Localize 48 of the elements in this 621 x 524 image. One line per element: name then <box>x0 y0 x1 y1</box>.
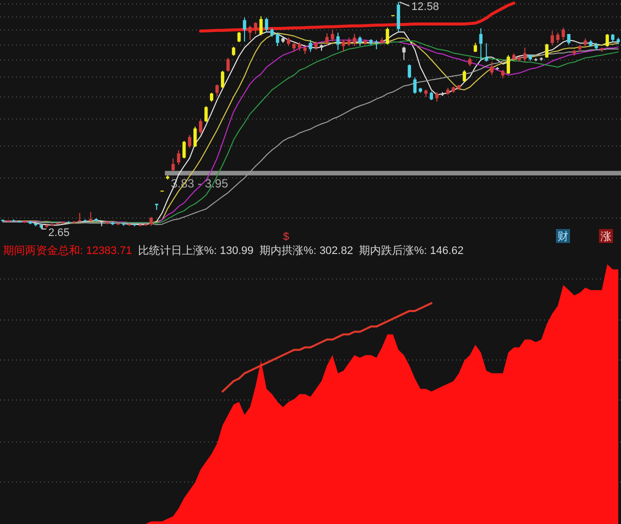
text: 期内拱涨%: 302.82 <box>260 244 354 257</box>
candlestick <box>226 57 230 72</box>
text: 涨 <box>600 231 612 243</box>
candlestick <box>462 70 466 82</box>
candlestick <box>193 126 197 148</box>
candlestick <box>402 46 406 60</box>
candlestick <box>220 70 224 89</box>
candlestick <box>550 30 554 46</box>
candlestick <box>188 134 192 148</box>
candlestick <box>342 39 346 52</box>
candlestick <box>545 43 548 58</box>
candlestick <box>182 140 186 159</box>
candlestick <box>276 32 280 47</box>
text: $ <box>282 231 290 243</box>
candlestick <box>506 54 510 74</box>
candlestick <box>232 46 236 56</box>
candlestick <box>556 32 560 44</box>
text: 期间两资金总和: 12383.71 <box>3 244 132 257</box>
candlestick <box>242 17 246 42</box>
candlestick <box>413 76 417 94</box>
candlestick <box>352 34 356 47</box>
candlestick <box>435 92 439 102</box>
candlestick <box>567 34 570 45</box>
candlestick <box>176 150 180 166</box>
annotation: 2.65 <box>48 226 70 239</box>
candlestick <box>171 158 175 172</box>
candlestick <box>523 47 526 62</box>
candlestick <box>408 64 412 79</box>
candlestick <box>562 27 565 40</box>
candlestick <box>490 61 494 76</box>
candlestick <box>374 39 378 50</box>
candlestick <box>237 31 241 43</box>
candlestick <box>78 212 82 222</box>
candlestick <box>386 27 390 45</box>
candlestick <box>479 28 483 62</box>
candlestick <box>259 16 263 36</box>
candlestick <box>89 211 92 222</box>
candlestick <box>358 36 362 47</box>
candlestick <box>474 42 478 52</box>
candlestick <box>606 34 609 48</box>
candlestick <box>204 106 208 123</box>
candlestick <box>215 84 219 96</box>
candlestick <box>198 118 202 134</box>
annotation: 12.58 <box>411 1 439 13</box>
candlestick <box>484 42 488 62</box>
text: 期内跌后涨%: 146.62 <box>359 244 464 257</box>
text: 财 <box>558 230 568 243</box>
text: 比统计日上涨%: 130.99 <box>138 244 254 257</box>
